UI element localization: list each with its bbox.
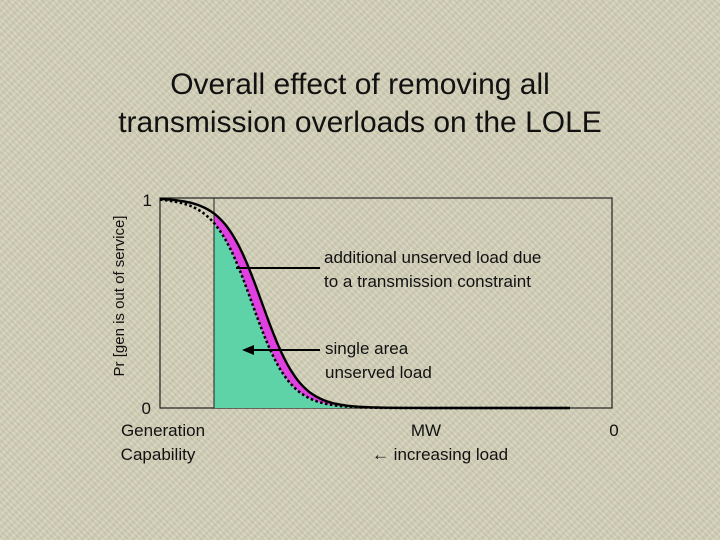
single-area-curve: [159, 198, 570, 410]
x-label-increasing-load: ← increasing load: [372, 445, 508, 464]
x-label-generation: Generation: [121, 421, 205, 440]
x-label-mw: MW: [411, 421, 441, 440]
x-label-capability: Capability: [121, 445, 196, 464]
y-tick-0: 0: [142, 399, 151, 418]
annotation-2-line-2: unserved load: [325, 363, 432, 382]
annotation-2-line-1: single area: [325, 339, 409, 358]
title-line-2: transmission overloads on the LOLE: [118, 106, 602, 139]
x-label-zero: 0: [609, 421, 618, 440]
slide-title: Overall effect of removing all transmiss…: [60, 66, 660, 142]
annotation-2-arrowhead: [242, 345, 254, 355]
title-line-1: Overall effect of removing all: [170, 68, 550, 101]
single-area-fill: [214, 223, 380, 408]
y-tick-1: 1: [143, 191, 152, 210]
annotation-1-line-1: additional unserved load due: [324, 248, 541, 267]
annotation-1-line-2: to a transmission constraint: [324, 272, 531, 291]
y-axis-label: Pr [gen is out of service]: [111, 216, 128, 377]
